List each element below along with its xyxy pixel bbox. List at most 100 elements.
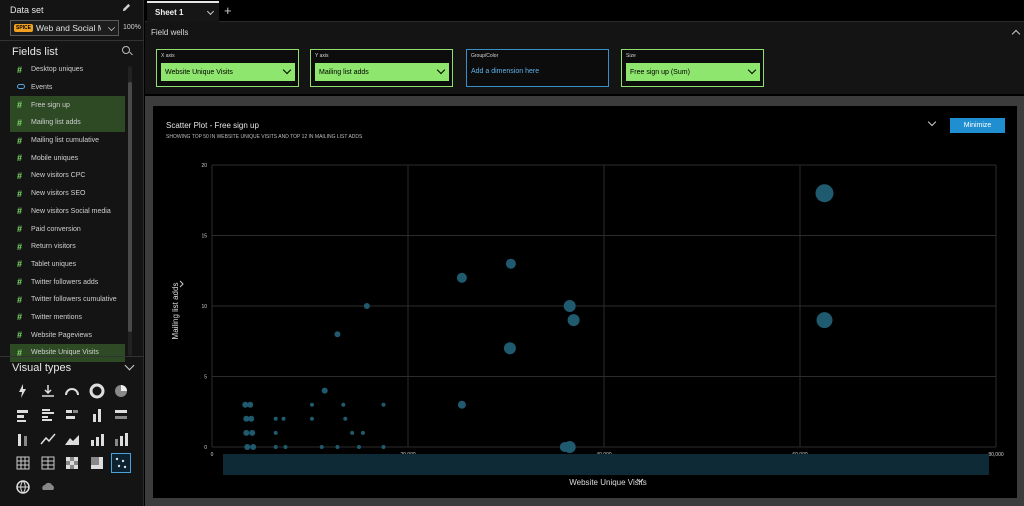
kpi-icon[interactable] — [13, 381, 33, 401]
field-label: Website Unique Visits — [31, 349, 99, 357]
measure-icon: # — [17, 170, 23, 181]
group-color-well[interactable]: Group/Color Add a dimension here — [466, 49, 609, 87]
combo-bar-icon[interactable] — [87, 429, 107, 449]
geo-map-icon[interactable] — [13, 477, 33, 497]
field-wells: Field wells X axis Website Unique Visits… — [145, 22, 1024, 94]
field-label: Twitter followers adds — [31, 278, 99, 286]
stacked-horizontal-bar-icon[interactable] — [62, 405, 82, 425]
scatter-point — [457, 400, 466, 409]
add-dimension-placeholder[interactable]: Add a dimension here — [471, 68, 540, 75]
scatter-point — [248, 415, 255, 422]
x-axis-label: Website Unique Visits — [569, 478, 647, 487]
scatter-point — [249, 429, 256, 436]
field-item[interactable]: # Free sign up — [10, 96, 125, 115]
pivot-table-icon[interactable] — [13, 453, 33, 473]
pie-icon[interactable] — [111, 381, 131, 401]
collapse-icon[interactable] — [1011, 29, 1021, 39]
field-item[interactable]: # New visitors Social media — [10, 203, 125, 221]
gauge-icon[interactable] — [62, 381, 82, 401]
heat-map-icon[interactable] — [62, 453, 82, 473]
measure-icon: # — [17, 312, 23, 323]
stacked-100-horizontal-bar-icon[interactable] — [111, 405, 131, 425]
scatter-plot-icon[interactable] — [111, 453, 131, 473]
tab-sheet-1[interactable]: Sheet 1 — [147, 1, 219, 22]
y-tick-label: 5 — [204, 375, 207, 381]
field-item[interactable]: Events — [10, 79, 125, 97]
chevron-down-icon — [108, 24, 115, 31]
field-label: Website Pageviews — [31, 331, 92, 339]
stacked-vertical-bar-icon[interactable] — [13, 429, 33, 449]
well-label: X axis — [161, 53, 175, 59]
field-item[interactable]: # Website Unique Visits — [10, 344, 125, 362]
y-tick-label: 20 — [201, 163, 207, 169]
field-item[interactable]: # Mobile uniques — [10, 149, 125, 167]
y-axis-field[interactable]: Mailing list adds — [315, 63, 449, 81]
add-sheet-button[interactable]: + — [224, 3, 232, 18]
word-cloud-icon[interactable] — [38, 477, 58, 497]
tree-map-icon[interactable] — [87, 453, 107, 473]
table-icon[interactable] — [38, 453, 58, 473]
fields-scrollbar-thumb[interactable] — [128, 82, 132, 332]
scatter-point — [334, 331, 341, 338]
line-chart-icon[interactable] — [38, 429, 58, 449]
fields-list: # Desktop uniques Events # Free sign up # Mail… — [10, 61, 125, 362]
combo-stacked-bar-icon[interactable] — [111, 429, 131, 449]
chevron-down-icon — [282, 65, 292, 75]
field-item[interactable]: # Paid conversion — [10, 220, 125, 238]
scatter-point — [273, 445, 278, 449]
dataset-select[interactable]: SPICE Web and Social Media Analytics — [10, 20, 119, 36]
measure-icon: # — [17, 224, 23, 235]
field-label: Mailing list adds — [31, 119, 81, 127]
x-tick-label: 0 — [211, 452, 214, 458]
divider — [0, 40, 144, 41]
scatter-point — [273, 416, 278, 421]
field-item[interactable]: # Tablet uniques — [10, 256, 125, 274]
field-label: Paid conversion — [31, 225, 81, 233]
edit-dataset-icon[interactable] — [122, 3, 131, 15]
vertical-bar-icon[interactable] — [87, 405, 107, 425]
measure-icon: # — [17, 206, 23, 217]
chevron-down-icon[interactable] — [206, 7, 215, 16]
field-wells-title: Field wells — [151, 28, 189, 37]
field-item[interactable]: # Mailing list adds — [10, 114, 125, 132]
scatter-point — [335, 445, 340, 449]
field-item[interactable]: # New visitors CPC — [10, 167, 125, 185]
waterfall-icon[interactable] — [38, 381, 58, 401]
field-item[interactable]: # Twitter followers cumulative — [10, 291, 125, 309]
dataset-title: Data set — [10, 5, 44, 15]
measure-icon: # — [17, 330, 23, 341]
scatter-point — [247, 401, 254, 408]
size-well: Size Free sign up (Sum) — [621, 49, 764, 87]
clustered-horizontal-bar-icon[interactable] — [38, 405, 58, 425]
scatter-point — [363, 303, 370, 309]
minimize-button[interactable]: Minimize — [950, 118, 1005, 133]
horizontal-bar-icon[interactable] — [13, 405, 33, 425]
field-label: Tablet uniques — [31, 260, 77, 268]
well-label: Group/Color — [471, 53, 499, 59]
field-item[interactable]: # Mailing list cumulative — [10, 132, 125, 150]
field-label: Return visitors — [31, 243, 76, 251]
donut-icon[interactable] — [87, 381, 107, 401]
scatter-point — [341, 402, 346, 407]
tab-label: Sheet 1 — [155, 8, 184, 17]
chevron-down-icon[interactable] — [124, 360, 135, 371]
field-label: Mailing list cumulative — [31, 137, 100, 145]
field-item[interactable]: # Twitter mentions — [10, 309, 125, 327]
measure-icon: # — [17, 188, 23, 199]
field-item[interactable]: # Website Pageviews — [10, 326, 125, 344]
field-item[interactable]: # Return visitors — [10, 238, 125, 256]
area-chart-icon[interactable] — [62, 429, 82, 449]
size-field[interactable]: Free sign up (Sum) — [626, 63, 760, 81]
field-item[interactable]: # Desktop uniques — [10, 61, 125, 79]
scatter-point — [559, 442, 570, 452]
field-item[interactable]: # New visitors SEO — [10, 185, 125, 203]
x-axis-field[interactable]: Website Unique Visits — [161, 63, 295, 81]
scatter-point — [350, 430, 355, 435]
search-icon[interactable] — [122, 46, 130, 54]
scatter-point — [250, 444, 257, 450]
field-item[interactable]: # Twitter followers adds — [10, 273, 125, 291]
spice-badge: SPICE — [14, 24, 34, 32]
scatter-point — [319, 445, 324, 449]
scatter-point — [563, 300, 576, 312]
scatter-plot-visual[interactable]: Scatter Plot - Free sign up SHOWING TOP … — [153, 106, 1017, 498]
